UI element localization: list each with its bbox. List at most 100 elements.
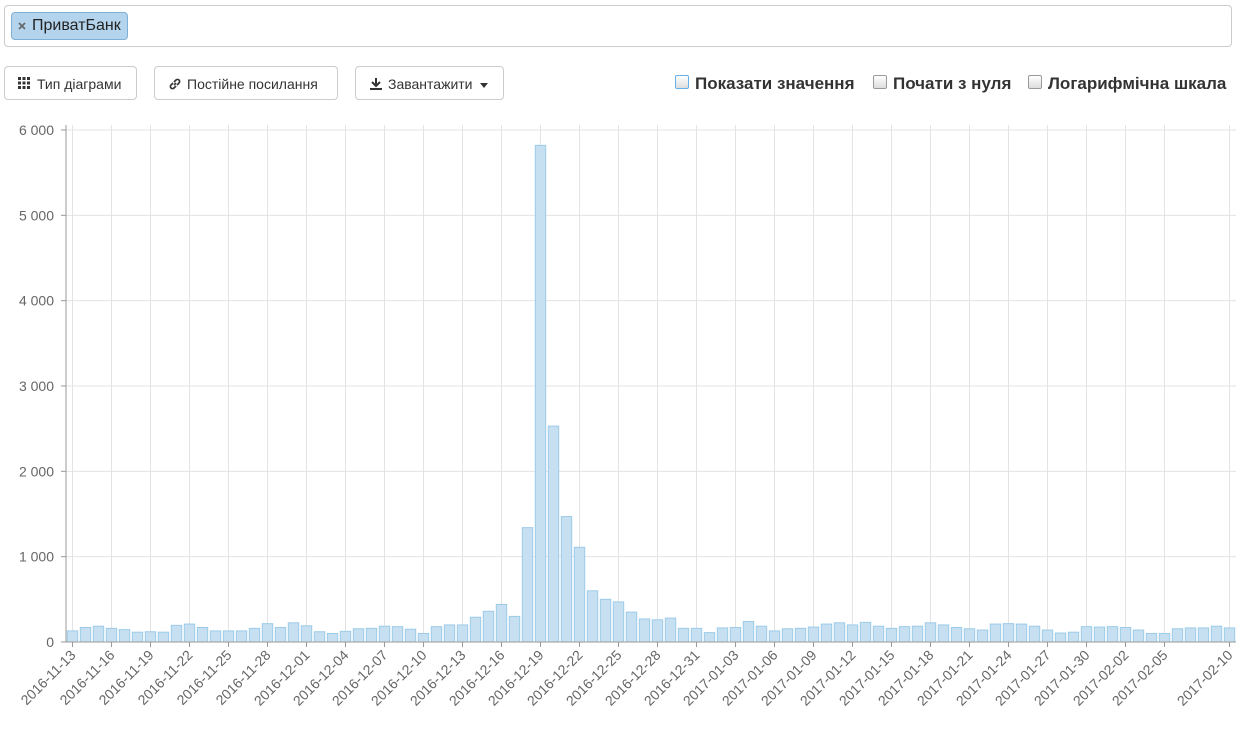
- bar: [846, 624, 859, 643]
- bar: [1093, 626, 1106, 643]
- grid-icon: [18, 77, 30, 89]
- link-icon: [169, 78, 181, 90]
- bar: [79, 626, 92, 643]
- x-tick-label: 2016-12-19: [485, 647, 547, 709]
- x-tick-label: 2016-11-16: [56, 647, 117, 708]
- bar: [976, 629, 989, 643]
- bar: [573, 546, 586, 643]
- y-tick-label: 0: [46, 634, 54, 650]
- x-tick-label: 2016-11-28: [212, 647, 273, 708]
- y-tick-label: 3 000: [19, 378, 54, 394]
- bar: [482, 610, 495, 643]
- bar: [495, 603, 508, 643]
- bar: [131, 631, 144, 643]
- bar: [391, 626, 404, 643]
- show-values-checkbox[interactable]: Показати значення: [675, 74, 854, 94]
- x-tick-label: 2016-11-25: [173, 647, 234, 708]
- x-tick-label: 2017-01-12: [797, 647, 859, 709]
- start-zero-checkbox[interactable]: Почати з нуля: [873, 74, 1011, 94]
- bar: [144, 631, 157, 643]
- bar: [92, 625, 105, 643]
- bar: [911, 625, 924, 643]
- button-label: Тип діаграми: [37, 76, 122, 92]
- bar: [209, 630, 222, 643]
- bar: [664, 617, 677, 643]
- bar: [287, 622, 300, 643]
- bar: [430, 626, 443, 643]
- bar: [872, 625, 885, 643]
- bar: [1171, 628, 1184, 643]
- bar: [547, 425, 560, 643]
- bar: [638, 618, 651, 643]
- x-tick-label: 2016-12-01: [251, 647, 313, 709]
- bar: [885, 627, 898, 643]
- bar: [1080, 626, 1093, 643]
- bar: [742, 621, 755, 643]
- x-tick-label: 2017-01-18: [875, 647, 937, 709]
- checkbox-label: Логарифмічна шкала: [1048, 74, 1227, 93]
- bar: [456, 624, 469, 643]
- bar: [404, 628, 417, 643]
- checkbox-label: Почати з нуля: [893, 74, 1012, 93]
- bar: [781, 628, 794, 643]
- x-tick-label: 2016-12-28: [602, 647, 664, 709]
- bar: [833, 622, 846, 643]
- checkbox-label: Показати значення: [695, 74, 855, 93]
- x-tick-label: 2017-01-27: [992, 647, 1054, 709]
- checkbox[interactable]: [1028, 75, 1042, 89]
- bar: [339, 630, 352, 643]
- bar: [508, 615, 521, 643]
- x-tick-label: 2016-12-07: [329, 647, 391, 709]
- bar: [157, 631, 170, 643]
- bar: [118, 629, 131, 643]
- bar: [898, 626, 911, 643]
- bar: [66, 630, 79, 643]
- x-tick-label: 2016-11-22: [134, 647, 195, 708]
- bar: [599, 598, 612, 643]
- bar: [1145, 632, 1158, 643]
- bar: [170, 624, 183, 643]
- log-scale-checkbox[interactable]: Логарифмічна шкала: [1028, 74, 1226, 94]
- bar: [690, 627, 703, 643]
- bar: [1028, 625, 1041, 643]
- checkbox[interactable]: [873, 75, 887, 89]
- permalink-button[interactable]: Постійне посилання: [154, 66, 338, 100]
- bar: [313, 631, 326, 643]
- bar: [989, 623, 1002, 643]
- bar: [443, 624, 456, 643]
- search-tag[interactable]: ПриватБанк: [11, 12, 128, 40]
- x-tick-label: 2016-12-25: [563, 647, 625, 709]
- bar: [261, 623, 274, 643]
- bar: [820, 623, 833, 643]
- bar: [1210, 625, 1223, 643]
- bar: [924, 622, 937, 643]
- bar: [534, 144, 547, 643]
- checkbox[interactable]: [675, 75, 689, 89]
- x-tick-label: 2016-12-16: [446, 647, 508, 709]
- bar: [716, 627, 729, 643]
- bar: [1106, 626, 1119, 643]
- x-tick-label: 2017-02-10: [1174, 647, 1236, 709]
- bar: [1223, 627, 1236, 643]
- bar: [651, 619, 664, 643]
- chart-type-button[interactable]: Тип діаграми: [4, 66, 137, 100]
- bar: [703, 632, 716, 643]
- bar: [235, 630, 248, 643]
- bar: [1067, 631, 1080, 643]
- x-tick-label: 2017-01-09: [758, 647, 820, 709]
- bar: [222, 630, 235, 643]
- download-icon: [370, 78, 382, 90]
- x-tick-label: 2016-11-19: [95, 647, 156, 708]
- button-label: Завантажити: [388, 76, 473, 92]
- bar: [1002, 623, 1015, 643]
- x-tick-label: 2016-12-04: [290, 647, 352, 709]
- x-tick-label: 2017-01-06: [719, 647, 781, 709]
- bar: [1054, 632, 1067, 643]
- tag-remove-icon[interactable]: [18, 22, 26, 30]
- x-tick-label: 2017-01-21: [914, 647, 976, 709]
- download-button[interactable]: Завантажити: [355, 66, 504, 100]
- y-tick-label: 5 000: [19, 207, 54, 223]
- search-box[interactable]: ПриватБанк: [4, 5, 1232, 47]
